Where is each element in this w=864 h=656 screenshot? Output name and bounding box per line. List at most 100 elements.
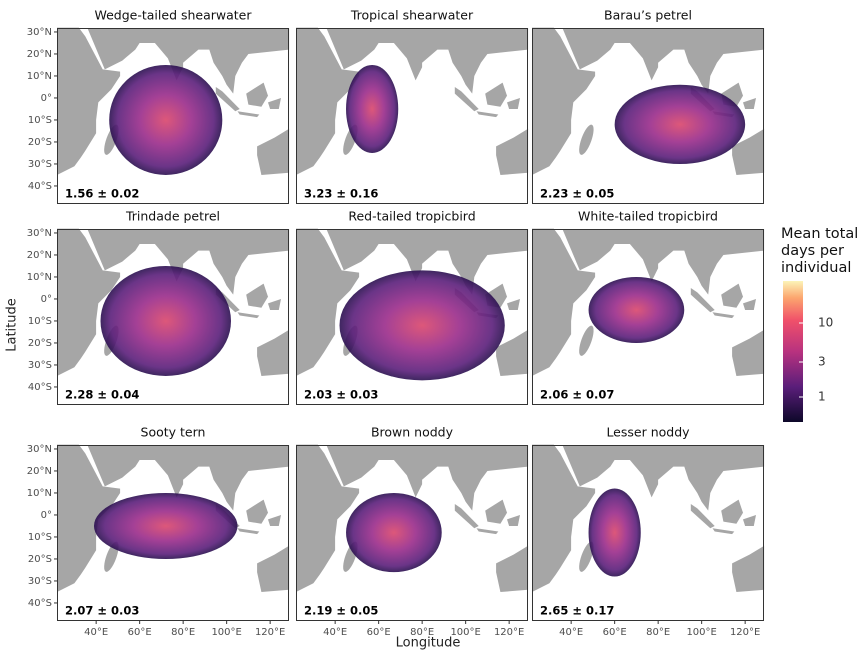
y-tick-label: 0° [41, 510, 52, 521]
x-tick-label: 60°E [367, 627, 391, 638]
legend-title: individual [781, 260, 851, 276]
panel-title: Red-tailed tropicbird [348, 209, 475, 224]
map-panel: 3.23 ± 0.16 [296, 27, 529, 204]
land [326, 229, 529, 295]
land [721, 499, 743, 524]
panel-stat: 2.23 ± 0.05 [540, 187, 614, 201]
y-tick-label: 20°N [27, 466, 52, 477]
land [326, 28, 529, 94]
y-tick-label: 10°N [27, 488, 52, 499]
land [743, 515, 756, 526]
land [326, 445, 529, 511]
panel-stat: 2.03 ± 0.03 [304, 388, 378, 402]
y-tick-label: 30°N [27, 444, 52, 455]
land [237, 528, 260, 535]
land [57, 444, 121, 592]
map-panel: 2.03 ± 0.03 [296, 228, 529, 405]
land [268, 515, 281, 526]
land [246, 283, 268, 308]
map-panel: 2.19 ± 0.05 [296, 444, 529, 621]
y-tick-label: 20°N [27, 250, 52, 261]
land [507, 299, 520, 310]
panel-title: Lesser noddy [606, 425, 690, 440]
land [562, 28, 765, 94]
land [721, 283, 743, 308]
panel-border [296, 28, 528, 204]
density-area [93, 492, 238, 559]
y-tick-label: 40°S [28, 382, 52, 393]
y-tick-label: 10°N [27, 272, 52, 283]
y-tick-label: 10°S [28, 532, 52, 543]
panel-stat: 3.23 ± 0.16 [304, 187, 378, 201]
land [743, 299, 756, 310]
color-bar [783, 281, 803, 422]
panel-title: Brown noddy [371, 425, 454, 440]
land [485, 82, 507, 107]
land [732, 545, 765, 592]
y-tick-label: 20°S [28, 338, 52, 349]
map-panel: 2.07 ± 0.03 [57, 444, 290, 621]
panel-stat: 2.28 ± 0.04 [65, 388, 139, 402]
panel-border [532, 445, 764, 621]
land [712, 528, 735, 535]
y-tick-label: 30°S [28, 159, 52, 170]
panel-title: Wedge-tailed shearwater [94, 8, 252, 23]
x-tick-label: 100°E [211, 627, 241, 638]
land [257, 329, 290, 376]
land [87, 445, 290, 511]
land [237, 111, 260, 118]
land [485, 499, 507, 524]
land [732, 329, 765, 376]
density-area [339, 270, 505, 381]
land [87, 229, 290, 295]
x-tick-label: 100°E [450, 627, 480, 638]
panel-border [57, 229, 289, 405]
land [454, 504, 479, 529]
panel-stat: 2.65 ± 0.17 [540, 604, 614, 618]
y-tick-label: 30°N [27, 27, 52, 38]
panel-stat: 2.06 ± 0.07 [540, 388, 614, 402]
density-area [588, 276, 685, 343]
legend-tick-label: 3 [818, 355, 826, 369]
y-tick-label: 20°S [28, 554, 52, 565]
panel-stat: 1.56 ± 0.02 [65, 187, 139, 201]
land [690, 288, 715, 313]
map-panel: 2.65 ± 0.17 [532, 444, 765, 621]
y-tick-label: 30°S [28, 576, 52, 587]
legend-tick-label: 10 [818, 316, 833, 330]
map-panel: 2.23 ± 0.05 [532, 27, 765, 204]
panel-stat: 2.07 ± 0.03 [65, 604, 139, 618]
x-tick-label: 60°E [603, 627, 627, 638]
land [496, 329, 529, 376]
y-tick-label: 20°N [27, 49, 52, 60]
land [579, 124, 594, 155]
land [507, 98, 520, 109]
land [532, 27, 596, 175]
land [257, 545, 290, 592]
density-area [109, 64, 223, 175]
land [268, 299, 281, 310]
land [690, 504, 715, 529]
legend-title: days per [781, 243, 844, 259]
land [268, 98, 281, 109]
map-panel: 1.56 ± 0.02 [57, 27, 290, 204]
land [57, 228, 121, 376]
land [732, 128, 765, 175]
land [237, 312, 260, 319]
y-tick-label: 40°S [28, 598, 52, 609]
y-tick-label: 20°S [28, 137, 52, 148]
y-tick-label: 10°N [27, 71, 52, 82]
y-axis-title: Latitude [5, 298, 20, 352]
land [532, 228, 596, 376]
x-tick-label: 60°E [128, 627, 152, 638]
y-tick-label: 10°S [28, 115, 52, 126]
y-tick-label: 30°S [28, 360, 52, 371]
land [257, 128, 290, 175]
land [712, 312, 735, 319]
panel-border [532, 229, 764, 405]
x-tick-label: 80°E [646, 627, 670, 638]
panel-border [532, 28, 764, 204]
land [579, 541, 594, 572]
y-tick-label: 10°S [28, 316, 52, 327]
